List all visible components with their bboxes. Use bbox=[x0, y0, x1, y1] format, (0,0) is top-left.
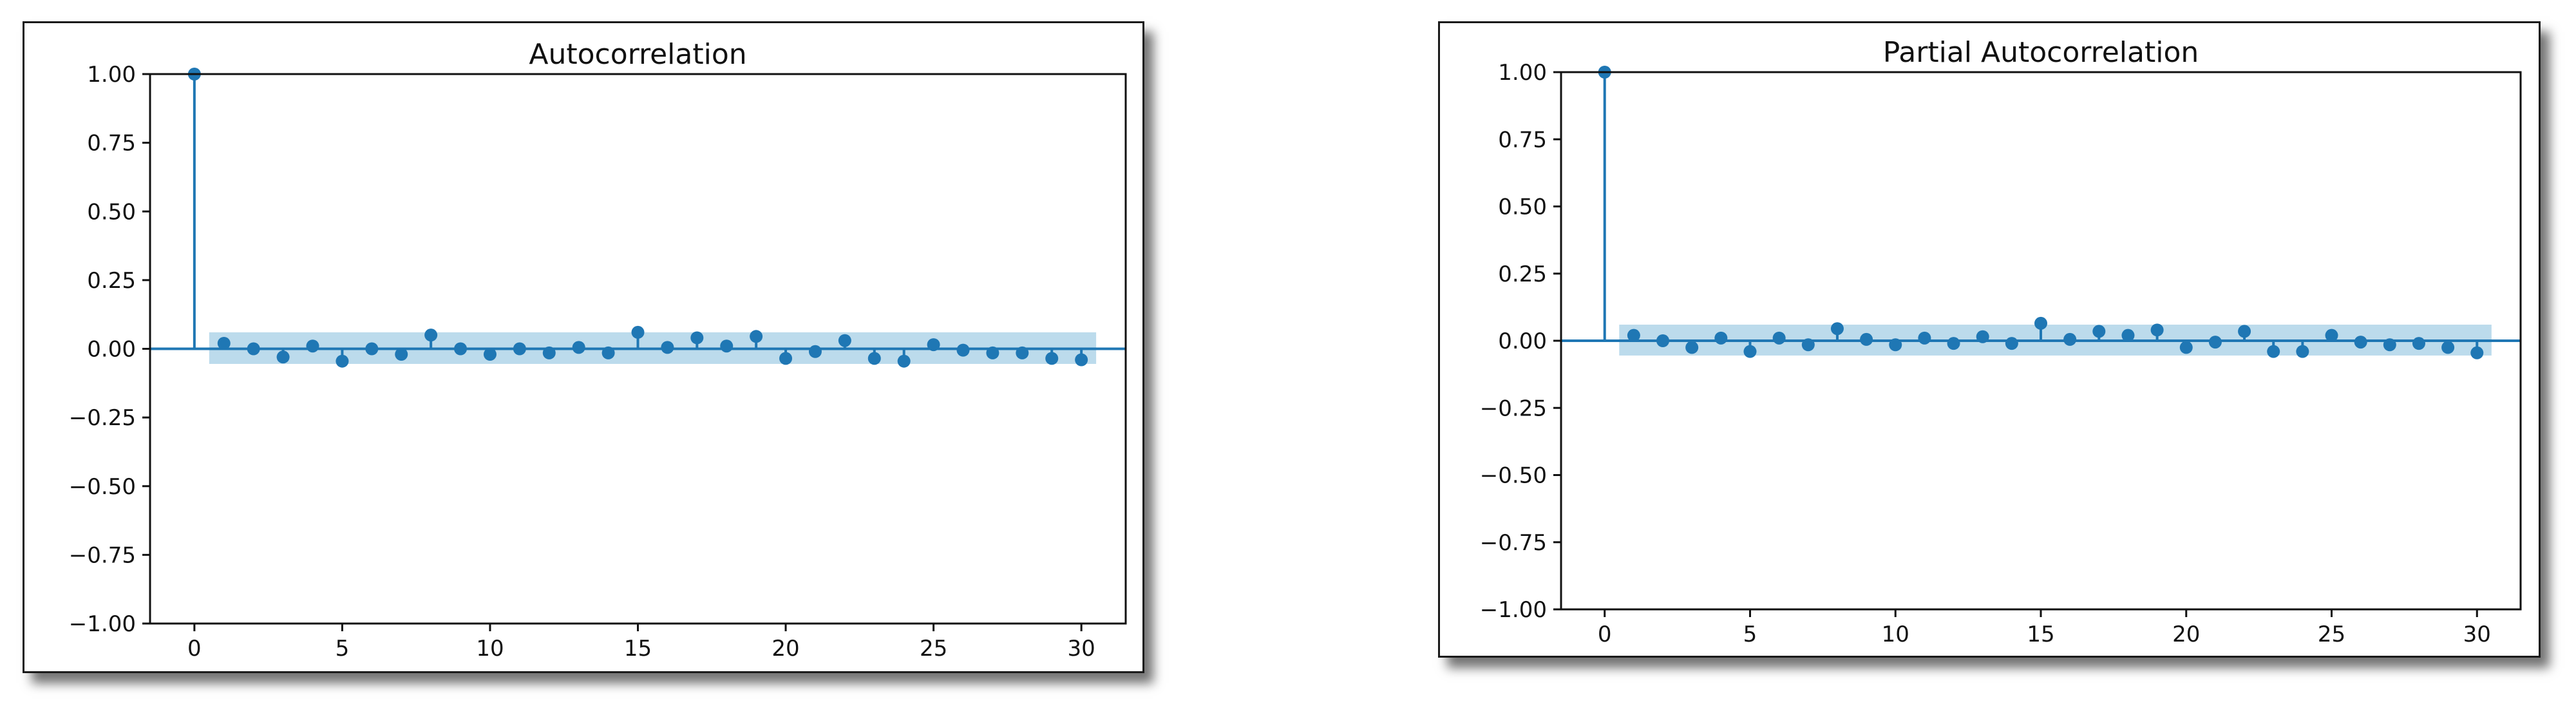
x-tick-label: 20 bbox=[772, 636, 799, 662]
marker-lag-17 bbox=[2092, 325, 2106, 338]
marker-lag-2 bbox=[1656, 334, 1670, 347]
x-tick-label: 15 bbox=[2027, 622, 2054, 647]
marker-lag-18 bbox=[2121, 329, 2135, 342]
marker-lag-5 bbox=[336, 354, 349, 368]
marker-lag-10 bbox=[1889, 338, 1902, 352]
marker-lag-8 bbox=[1830, 322, 1844, 336]
marker-lag-3 bbox=[276, 350, 290, 364]
marker-lag-30 bbox=[2470, 346, 2484, 359]
y-tick-label: −0.75 bbox=[1480, 530, 1547, 556]
marker-lag-28 bbox=[1016, 346, 1029, 359]
marker-lag-12 bbox=[1947, 337, 1960, 350]
marker-lag-9 bbox=[454, 342, 468, 356]
marker-lag-17 bbox=[690, 331, 704, 345]
marker-lag-12 bbox=[542, 346, 556, 359]
pacf-chart-panel: 1.00 0.75 0.50 0.25 0.00 −0.25 −0.50 −0.75 −1.00… bbox=[1438, 21, 2541, 658]
y-tick-label: 0.25 bbox=[1498, 262, 1547, 287]
y-tick-label: −0.25 bbox=[1480, 396, 1547, 421]
x-tick-label: 5 bbox=[336, 636, 350, 662]
marker-lag-7 bbox=[1801, 338, 1815, 352]
marker-lag-11 bbox=[513, 342, 526, 356]
y-tick-label: −0.25 bbox=[69, 405, 136, 431]
marker-lag-24 bbox=[2296, 345, 2309, 358]
x-tick-label: 25 bbox=[2318, 622, 2345, 647]
marker-lag-23 bbox=[867, 352, 881, 365]
y-tick-label: 1.00 bbox=[1498, 60, 1547, 86]
y-tick-label: −1.00 bbox=[69, 611, 136, 637]
acf-chart: 1.00 0.75 0.50 0.25 0.00 −0.25 −0.50 −0.75 −1.00… bbox=[69, 38, 1127, 662]
marker-lag-8 bbox=[424, 329, 438, 342]
marker-lag-21 bbox=[2208, 336, 2222, 349]
y-tick-label: 0.25 bbox=[87, 268, 136, 294]
marker-lag-6 bbox=[1772, 331, 1786, 345]
marker-lag-23 bbox=[2267, 345, 2280, 358]
x-tick-label: 30 bbox=[1068, 636, 1095, 662]
marker-lag-19 bbox=[2150, 323, 2164, 337]
marker-lag-19 bbox=[750, 330, 763, 343]
marker-lag-11 bbox=[1918, 331, 1931, 345]
marker-lag-16 bbox=[661, 341, 674, 354]
x-tick-label: 25 bbox=[920, 636, 947, 662]
marker-lag-29 bbox=[2441, 341, 2455, 354]
marker-lag-20 bbox=[2179, 341, 2193, 354]
y-tick-label: 0.75 bbox=[87, 131, 136, 157]
marker-lag-13 bbox=[1976, 330, 1989, 343]
marker-lag-27 bbox=[986, 346, 999, 359]
marker-lag-24 bbox=[897, 354, 911, 368]
marker-lag-16 bbox=[2063, 332, 2077, 346]
x-tick-label: 10 bbox=[476, 636, 504, 662]
y-tick-label: 0.00 bbox=[1498, 329, 1547, 354]
marker-lag-22 bbox=[838, 334, 851, 347]
y-tick-label: −0.50 bbox=[69, 474, 136, 500]
marker-lag-26 bbox=[956, 343, 970, 357]
marker-lag-2 bbox=[247, 342, 260, 356]
marker-lag-1 bbox=[1627, 329, 1640, 342]
x-tick-label: 30 bbox=[2463, 622, 2491, 647]
marker-lag-25 bbox=[2325, 329, 2338, 342]
x-tick-label: 20 bbox=[2172, 622, 2200, 647]
marker-lag-18 bbox=[720, 339, 734, 353]
marker-lag-30 bbox=[1075, 353, 1088, 367]
y-tick-label: 0.50 bbox=[1498, 195, 1547, 220]
marker-lag-1 bbox=[217, 336, 231, 350]
marker-lag-3 bbox=[1685, 341, 1699, 354]
marker-lag-15 bbox=[2034, 316, 2047, 330]
y-tick-label: −0.50 bbox=[1480, 463, 1547, 489]
marker-lag-25 bbox=[927, 338, 940, 352]
marker-lag-20 bbox=[779, 352, 793, 365]
y-tick-label: 0.00 bbox=[87, 337, 136, 363]
y-tick-label: −1.00 bbox=[1480, 597, 1547, 623]
marker-lag-7 bbox=[395, 348, 408, 361]
chart-title: Partial Autocorrelation bbox=[1883, 36, 2199, 69]
marker-lag-22 bbox=[2238, 325, 2251, 338]
marker-lag-14 bbox=[601, 346, 615, 359]
marker-lag-28 bbox=[2412, 337, 2425, 350]
marker-lag-27 bbox=[2383, 338, 2396, 352]
marker-lag-9 bbox=[1860, 332, 1873, 346]
x-tick-label: 10 bbox=[1882, 622, 1909, 647]
marker-lag-4 bbox=[1714, 331, 1728, 345]
marker-lag-4 bbox=[306, 339, 319, 353]
y-tick-label: 1.00 bbox=[87, 62, 136, 88]
marker-lag-6 bbox=[365, 342, 379, 356]
pacf-chart: 1.00 0.75 0.50 0.25 0.00 −0.25 −0.50 −0.75 −1.00… bbox=[1480, 36, 2522, 647]
x-tick-label: 0 bbox=[187, 636, 202, 662]
marker-lag-15 bbox=[631, 325, 645, 339]
x-tick-label: 0 bbox=[1598, 622, 1612, 647]
y-tick-label: 0.75 bbox=[1498, 127, 1547, 153]
chart-title: Autocorrelation bbox=[529, 38, 746, 71]
marker-lag-5 bbox=[1743, 345, 1757, 358]
acf-chart-panel: 1.00 0.75 0.50 0.25 0.00 −0.25 −0.50 −0.75 −1.00… bbox=[23, 21, 1144, 673]
y-tick-label: −0.75 bbox=[69, 542, 136, 568]
x-tick-label: 5 bbox=[1743, 622, 1757, 647]
marker-lag-29 bbox=[1045, 352, 1059, 365]
x-tick-label: 15 bbox=[624, 636, 652, 662]
marker-lag-26 bbox=[2354, 336, 2367, 349]
marker-lag-21 bbox=[808, 345, 822, 358]
marker-lag-13 bbox=[572, 341, 585, 354]
marker-lag-14 bbox=[2005, 337, 2018, 350]
y-tick-label: 0.50 bbox=[87, 199, 136, 225]
marker-lag-10 bbox=[483, 348, 497, 361]
